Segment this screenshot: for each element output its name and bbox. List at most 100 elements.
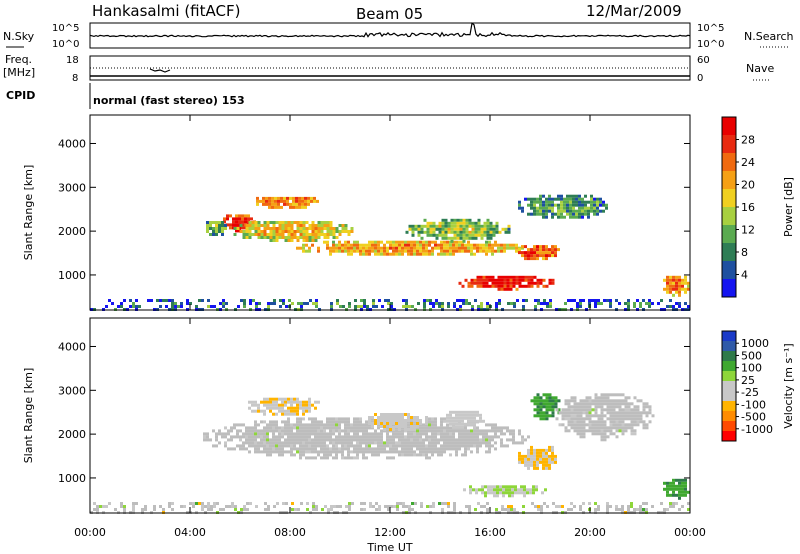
echo-cell [224, 426, 227, 430]
echo-cell [440, 417, 443, 421]
echo-cell [666, 281, 669, 285]
echo-cell [612, 402, 616, 406]
echo-cell [215, 221, 218, 224]
echo-cell [293, 438, 296, 442]
echo-cell [252, 299, 255, 302]
echo-cell [401, 413, 404, 416]
echo-cell [278, 409, 281, 413]
echo-cell [407, 419, 410, 422]
echo-cell [548, 396, 552, 400]
echo-cell [392, 413, 395, 416]
echo-cell [521, 278, 525, 282]
echo-cell [222, 508, 225, 511]
echo-cell [353, 456, 356, 460]
echo-region [555, 393, 655, 442]
echo-cell [219, 302, 222, 305]
echo-cell [645, 423, 649, 427]
echo-cell [359, 243, 362, 247]
echo-cell [296, 239, 300, 242]
colorbar-segment [722, 153, 736, 172]
echo-cell [536, 245, 539, 249]
echo-cell [545, 417, 549, 421]
echo-cell [257, 444, 260, 448]
echo-cell [585, 408, 589, 412]
echo-cell [245, 435, 248, 439]
echo-cell [539, 245, 542, 249]
echo-cell [420, 502, 423, 505]
echo-cell [287, 429, 290, 433]
echo-cell [311, 432, 314, 436]
echo-cell [633, 423, 637, 427]
echo-cell [507, 302, 510, 305]
echo-cell [509, 243, 512, 247]
echo-cell [437, 426, 440, 430]
echo-cell [317, 441, 320, 445]
echo-cell [465, 302, 468, 305]
echo-cell [395, 447, 398, 451]
echo-cell [465, 505, 468, 508]
echo-cell [266, 441, 269, 445]
echo-cell [587, 215, 590, 219]
echo-cell [481, 488, 484, 492]
echo-cell [281, 409, 284, 413]
echo-cell [248, 227, 252, 230]
echo-cell [290, 438, 293, 442]
echo-cell [435, 227, 439, 231]
echo-cell [416, 422, 419, 425]
echo-cell [503, 284, 507, 288]
echo-cell [341, 456, 344, 460]
echo-cell [554, 405, 558, 409]
echo-cell [420, 505, 423, 508]
echo-cell [263, 429, 266, 433]
echo-cell [579, 402, 583, 406]
echo-cell [678, 305, 681, 308]
echo-cell [263, 224, 267, 227]
echo-cell [633, 429, 637, 433]
echo-cell [582, 399, 586, 403]
echo-cell [287, 239, 291, 242]
echo-cell [497, 284, 501, 288]
echo-cell [299, 400, 302, 404]
echo-cell [545, 209, 548, 213]
echo-cell [534, 305, 537, 308]
echo-cell [129, 305, 132, 308]
echo-cell [606, 505, 609, 508]
echo-cell [341, 224, 345, 227]
echo-cell [551, 212, 554, 216]
echo-cell [380, 444, 383, 448]
echo-cell [281, 400, 284, 404]
echo-cell [615, 423, 619, 427]
echo-cell [351, 502, 354, 505]
echo-cell [407, 453, 410, 457]
echo-cell [570, 396, 574, 400]
echo-cell [317, 224, 321, 227]
echo-cell [347, 240, 350, 244]
echo-cell [477, 218, 481, 222]
echo-cell [386, 441, 389, 445]
echo-cell [410, 453, 413, 457]
echo-cell [588, 299, 591, 302]
echo-cell [212, 221, 215, 224]
echo-cell [539, 417, 543, 421]
echo-cell [470, 243, 473, 247]
echo-cell [572, 215, 575, 219]
echo-cell [360, 299, 363, 302]
echo-cell [485, 423, 488, 427]
echo-cell [444, 224, 448, 228]
echo-cell [630, 426, 634, 430]
echo-cell [488, 438, 491, 442]
echo-cell [338, 438, 341, 442]
echo-cell [226, 217, 229, 221]
echo-cell [320, 423, 323, 427]
echo-cell [672, 481, 675, 485]
echo-cell [684, 287, 687, 291]
echo-cell [222, 302, 225, 305]
echo-cell [384, 505, 387, 508]
echo-cell [666, 490, 669, 494]
echo-cell [274, 196, 277, 200]
echo-cell [281, 224, 285, 227]
echo-cell [579, 405, 583, 409]
colorbar-tick-label: 20 [741, 179, 755, 192]
echo-cell [254, 233, 258, 236]
echo-cell [407, 426, 410, 430]
